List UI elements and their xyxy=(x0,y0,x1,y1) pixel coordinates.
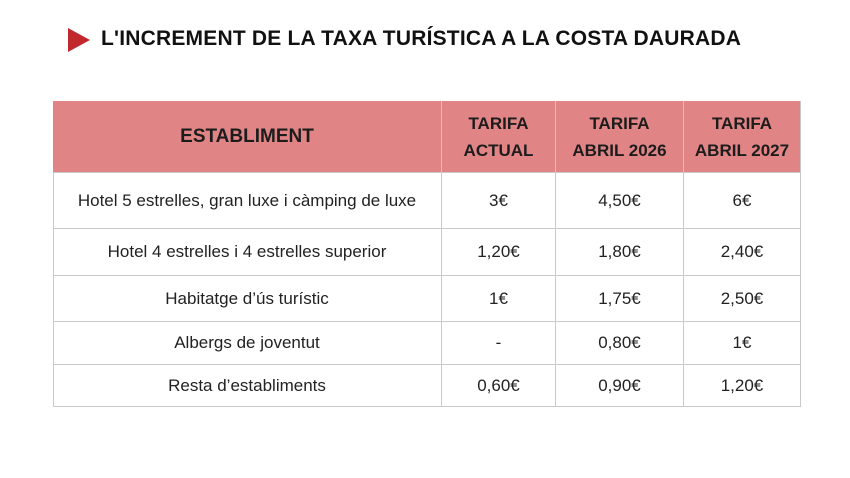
table-cell: 1,75€ xyxy=(556,276,684,322)
table-cell: 1,20€ xyxy=(684,365,801,407)
table-cell: 4,50€ xyxy=(556,173,684,229)
table-cell: Albergs de joventut xyxy=(53,322,442,365)
header-cell: TARIFA ACTUAL xyxy=(442,101,556,173)
header-cell: TARIFA ABRIL 2026 xyxy=(556,101,684,173)
header-text: TARIFA xyxy=(589,113,650,133)
table-cell: Resta d’establiments xyxy=(53,365,442,407)
table-cell: 2,50€ xyxy=(684,276,801,322)
header-text: ACTUAL xyxy=(463,140,534,160)
table-cell: 3€ xyxy=(442,173,556,229)
header-text: ABRIL 2026 xyxy=(572,140,667,160)
table-cell: 0,90€ xyxy=(556,365,684,407)
table-cell: 1,20€ xyxy=(442,229,556,276)
table-cell: Hotel 4 estrelles i 4 estrelles superior xyxy=(53,229,442,276)
table-cell: - xyxy=(442,322,556,365)
header-text: ABRIL 2027 xyxy=(694,140,790,160)
table-cell: Hotel 5 estrelles, gran luxe i càmping d… xyxy=(53,173,442,229)
table-cell: 1,80€ xyxy=(556,229,684,276)
header-text: ESTABLIMENT xyxy=(180,126,314,147)
table-cell: 2,40€ xyxy=(684,229,801,276)
table-cell: 0,80€ xyxy=(556,322,684,365)
table-cell: 1€ xyxy=(442,276,556,322)
table-cell: 6€ xyxy=(684,173,801,229)
header-text: TARIFA xyxy=(711,113,773,133)
table-cell: Habitatge d’ús turístic xyxy=(53,276,442,322)
table-cell: 1€ xyxy=(684,322,801,365)
title: L'INCREMENT DE LA TAXA TURÍSTICA A LA CO… xyxy=(101,27,742,50)
table-cell: 0,60€ xyxy=(442,365,556,407)
header-cell: ESTABLIMENT xyxy=(53,101,442,173)
header-text: TARIFA xyxy=(468,113,529,133)
title-marker xyxy=(68,28,90,52)
header-cell: TARIFA ABRIL 2027 xyxy=(684,101,801,173)
